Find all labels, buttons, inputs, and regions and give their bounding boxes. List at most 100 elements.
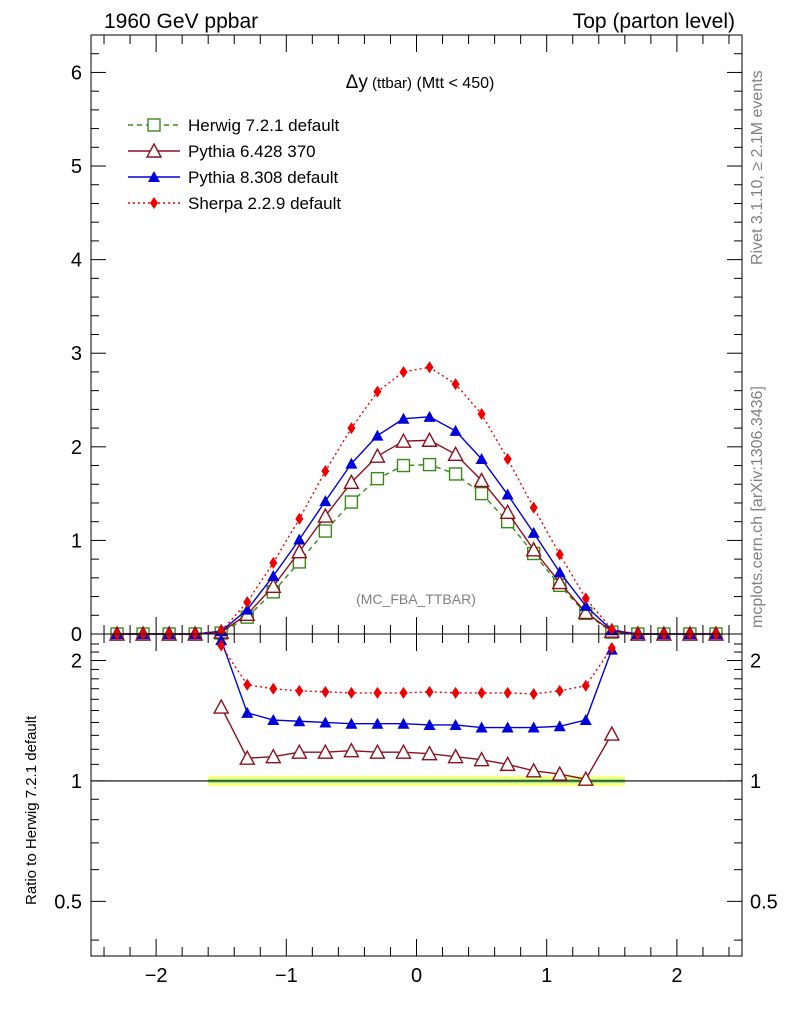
legend-item-pythia8: Pythia 8.308 default	[128, 168, 339, 187]
mcplots-label: mcplots.cern.ch [arXiv:1306.3436]	[749, 386, 766, 628]
data-point-pythia8	[267, 714, 280, 726]
data-point-sherpa	[503, 452, 512, 465]
data-point-pythia6	[291, 743, 308, 759]
x-tick-label: 2	[671, 965, 682, 987]
data-point-sherpa	[321, 685, 330, 698]
legend-item-herwig: Herwig 7.2.1 default	[128, 116, 339, 135]
main-y-tick-label: 6	[71, 62, 82, 84]
data-point-herwig	[474, 486, 489, 501]
series-pythia6	[213, 698, 620, 786]
legend-item-sherpa: Sherpa 2.2.9 default	[128, 194, 341, 213]
data-point-pythia8	[579, 714, 592, 726]
plot-title: Δy (ttbar) (Mtt < 450)	[346, 72, 495, 93]
data-point-pythia8	[553, 566, 566, 578]
data-point-pythia8	[293, 533, 306, 545]
legend-label: Herwig 7.2.1 default	[188, 116, 339, 135]
data-point-herwig	[370, 471, 385, 486]
main-y-tick-label: 5	[71, 156, 82, 178]
data-point-pythia6	[421, 431, 438, 447]
data-point-pythia6	[343, 473, 360, 490]
data-point-pythia6	[369, 447, 386, 463]
series-sherpa	[217, 639, 616, 700]
series-line-sherpa	[220, 645, 613, 695]
data-point-sherpa	[295, 684, 304, 697]
data-point-pythia8	[267, 569, 280, 581]
data-point-sherpa	[555, 684, 564, 697]
data-point-pythia8	[397, 412, 410, 424]
data-point-pythia6	[265, 748, 282, 764]
legend-marker	[150, 197, 158, 209]
ratio-plot-frame	[90, 633, 743, 957]
data-point-pythia6	[447, 748, 464, 764]
data-point-pythia6	[499, 503, 516, 520]
data-point-sherpa	[529, 687, 538, 700]
data-point-sherpa	[503, 686, 512, 699]
data-point-herwig	[396, 458, 411, 473]
data-point-pythia8	[579, 599, 592, 611]
plot-title-sub: (ttbar)	[368, 75, 412, 92]
data-point-pythia8	[553, 720, 566, 732]
data-point-herwig	[318, 524, 333, 538]
main-y-tick-label: 3	[71, 343, 82, 365]
data-point-pythia8	[397, 717, 410, 729]
data-point-pythia8	[319, 495, 332, 507]
data-point-sherpa	[451, 686, 460, 699]
ratio-y-tick-label: 2	[71, 651, 82, 673]
data-point-pythia6	[551, 574, 568, 590]
data-point-pythia8	[501, 488, 514, 500]
data-point-pythia8	[371, 429, 384, 441]
ratio-y-tick-label-right: 1	[750, 771, 761, 793]
x-tick-label: −1	[275, 965, 298, 987]
data-point-herwig	[344, 495, 359, 509]
legend-label: Sherpa 2.2.9 default	[188, 194, 341, 213]
main-plot-panel: 0 1 2 3 4 5 6 (MC_FBA_TTBAR) Δy (ttbar) (Mtt <…	[71, 34, 743, 646]
data-point-pythia6	[369, 743, 386, 759]
data-point-pythia6	[525, 762, 542, 778]
data-point-sherpa	[477, 408, 486, 421]
x-tick-label: 0	[411, 965, 422, 987]
data-point-sherpa	[217, 639, 226, 652]
data-point-sherpa	[321, 465, 330, 478]
series-sherpa	[113, 361, 720, 640]
header-left: 1960 GeV ppbar	[104, 10, 258, 33]
legend-label: Pythia 6.428 370	[188, 142, 316, 161]
data-point-sherpa	[477, 686, 486, 699]
data-point-herwig	[448, 467, 463, 481]
data-point-sherpa	[399, 686, 408, 699]
series-line-pythia8	[220, 639, 613, 729]
data-point-pythia6	[395, 743, 412, 759]
data-point-pythia6	[473, 472, 490, 488]
legend-label: Pythia 8.308 default	[188, 168, 339, 187]
data-point-pythia6	[577, 770, 594, 786]
data-point-pythia6	[317, 507, 334, 523]
x-tick-label: −2	[145, 965, 168, 987]
ratio-y-tick-label-right: 2	[750, 651, 761, 673]
ratio-y-tick-label: 1	[71, 771, 82, 793]
data-point-sherpa	[425, 361, 434, 374]
data-point-pythia8	[241, 603, 254, 615]
data-point-sherpa	[373, 686, 382, 699]
plot-title-rest: (Mtt < 450)	[412, 75, 494, 92]
data-point-pythia8	[501, 721, 514, 733]
data-point-sherpa	[529, 501, 538, 514]
legend-item-pythia6: Pythia 6.428 370	[128, 142, 316, 161]
data-point-pythia6	[239, 749, 256, 765]
series-line-pythia6	[220, 706, 613, 780]
data-point-sherpa	[269, 682, 278, 695]
data-point-pythia6	[499, 755, 516, 772]
data-point-pythia6	[447, 445, 464, 461]
data-point-pythia8	[241, 706, 254, 718]
ratio-y-tick-label: 0.5	[54, 891, 82, 913]
data-point-sherpa	[373, 385, 382, 398]
data-point-sherpa	[243, 678, 252, 691]
data-point-pythia8	[319, 716, 332, 728]
data-point-pythia6	[525, 541, 542, 557]
data-point-pythia8	[449, 424, 462, 436]
rivet-label: Rivet 3.1.10, ≥ 2.1M events	[749, 70, 766, 265]
data-point-sherpa	[581, 592, 590, 605]
data-point-pythia6	[395, 432, 412, 448]
data-point-pythia8	[345, 717, 358, 729]
legend-marker	[145, 142, 163, 158]
series-line-pythia8	[117, 416, 716, 635]
data-point-pythia8	[449, 718, 462, 730]
